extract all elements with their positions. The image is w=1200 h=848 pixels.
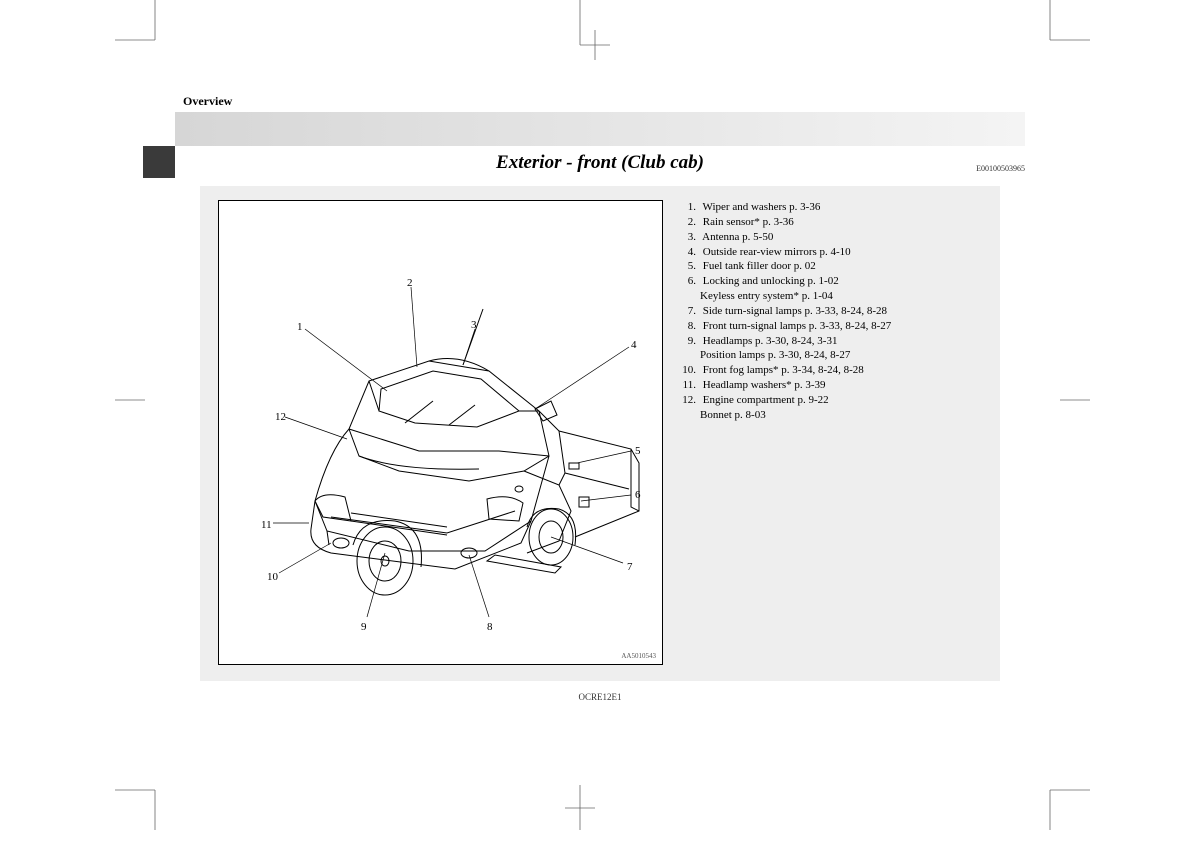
- section-tab: [143, 146, 175, 178]
- callout-number: 3: [471, 319, 477, 331]
- figure-box: 123456789101112 AA5010543: [218, 200, 663, 665]
- legend-item: 9. Headlamps p. 3-30, 8-24, 3-31: [680, 334, 990, 349]
- callout-number: 2: [407, 277, 413, 289]
- callout-number: 10: [267, 571, 278, 583]
- header-gradient: [175, 112, 1025, 146]
- legend-item: 6. Locking and unlocking p. 1-02: [680, 274, 990, 289]
- vehicle-illustration: [219, 201, 664, 666]
- legend-item: 8. Front turn-signal lamps p. 3-33, 8-24…: [680, 319, 990, 334]
- legend-subitem: Keyless entry system* p. 1-04: [680, 289, 990, 304]
- section-label: Overview: [183, 94, 232, 109]
- callout-number: 5: [635, 445, 641, 457]
- legend-item: 11. Headlamp washers* p. 3-39: [680, 378, 990, 393]
- document-code: E00100503965: [976, 164, 1025, 173]
- footer-code: OCRE12E1: [175, 692, 1025, 702]
- figure-code: AA5010543: [621, 652, 656, 660]
- page-area: Overview Exterior - front (Club cab) E00…: [175, 90, 1025, 730]
- callout-number: 7: [627, 561, 633, 573]
- legend-item: 2. Rain sensor* p. 3-36: [680, 215, 990, 230]
- header-bar: Overview: [175, 90, 1025, 146]
- legend-item: 5. Fuel tank filler door p. 02: [680, 259, 990, 274]
- callout-number: 4: [631, 339, 637, 351]
- legend-item: 4. Outside rear-view mirrors p. 4-10: [680, 245, 990, 260]
- callout-number: 9: [361, 621, 367, 633]
- callout-number: 12: [275, 411, 286, 423]
- callout-number: 1: [297, 321, 303, 333]
- callout-number: 8: [487, 621, 493, 633]
- page-title: Exterior - front (Club cab): [175, 152, 1025, 174]
- legend-item: 10. Front fog lamps* p. 3-34, 8-24, 8-28: [680, 363, 990, 378]
- legend-item: 12. Engine compartment p. 9-22: [680, 393, 990, 408]
- callout-number: 11: [261, 519, 272, 531]
- legend-item: 3. Antenna p. 5-50: [680, 230, 990, 245]
- legend-subitem: Position lamps p. 3-30, 8-24, 8-27: [680, 348, 990, 363]
- legend-item: 1. Wiper and washers p. 3-36: [680, 200, 990, 215]
- legend-subitem: Bonnet p. 8-03: [680, 408, 990, 423]
- content-panel: 123456789101112 AA5010543 1. Wiper and w…: [200, 186, 1000, 681]
- callout-number: 6: [635, 489, 641, 501]
- legend-item: 7. Side turn-signal lamps p. 3-33, 8-24,…: [680, 304, 990, 319]
- legend-list: 1. Wiper and washers p. 3-362. Rain sens…: [680, 200, 990, 423]
